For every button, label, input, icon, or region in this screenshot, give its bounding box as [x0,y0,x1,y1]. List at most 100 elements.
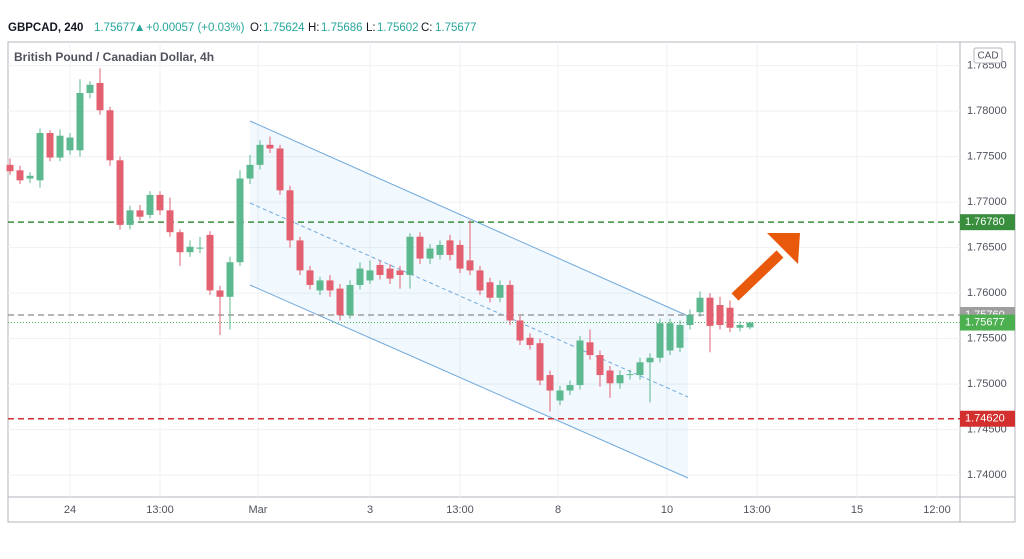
level-label: 1.76780 [965,216,1005,228]
candle-body [66,137,74,151]
ohlc-label: L: [366,22,376,34]
candle-body [526,337,534,346]
candle-body [116,160,124,225]
candle-body [606,370,614,384]
ohlc-value: 1.75677 [435,22,477,34]
ohlc-value: 1.75624 [263,22,305,34]
candle-body [556,390,564,401]
ohlc-value: 1.75686 [321,22,363,34]
candle-body [566,385,574,391]
candles [6,68,754,412]
candle-body [306,270,314,285]
candle-body [146,194,154,215]
currency-box [973,47,1003,64]
axes: 1.740001.745001.750001.755001.760001.765… [64,60,1015,516]
candle-body [6,164,14,172]
arrow [731,233,800,301]
candle-body [546,375,554,391]
channel-upper [249,120,689,317]
candle-body [36,133,44,181]
level-label: 1.74620 [965,413,1005,425]
x-tick-label: 13:00 [446,504,474,516]
last-price: 1.75677 [94,22,136,34]
candle-body [156,194,164,211]
candle-body [26,175,34,179]
candle-body [686,315,694,326]
candle-body [426,248,434,259]
candle-body [396,270,404,275]
currency: CAD [977,51,998,62]
level-label-box [960,314,1015,331]
candle-body [136,210,144,217]
y-tick-label: 1.77500 [967,151,1007,163]
arrow-shaft [731,250,784,301]
candle-body [536,343,544,381]
candle-body [226,262,234,297]
arrow-head [767,233,800,264]
candle-body [636,362,644,376]
candle-body [596,355,604,376]
candle-body [106,110,114,161]
candle-body [126,210,134,225]
x-tick-label: Mar [249,504,268,516]
candle-body [256,144,264,165]
candle-body [736,325,744,328]
grid [8,42,960,497]
candle-body [236,178,244,263]
x-tick-label: 24 [64,504,76,516]
candle-body [416,236,424,259]
chart-title: British Pound / Canadian Dollar, 4h [14,50,214,64]
candle-body [676,325,684,348]
candle-body [56,135,64,158]
channel [249,120,689,479]
level-label-box [960,214,1015,231]
candle-body [246,164,254,179]
y-tick-label: 1.76000 [967,287,1007,299]
x-tick-label: 12:00 [923,504,951,516]
candle-body [466,260,474,271]
candle-body [76,92,84,151]
ohlc-label: O: [250,22,262,34]
candle-body [406,236,414,275]
x-tick-label: 15 [851,504,863,516]
candle-body [436,244,444,255]
y-tick-label: 1.76500 [967,242,1007,254]
candle-body [486,282,494,298]
candle-body [196,247,204,249]
change: +0.00057 (+0.03%) [146,22,245,34]
candle-body [616,375,624,384]
y-tick-label: 1.75000 [967,378,1007,390]
candle-body [376,264,384,275]
candle-body [516,320,524,341]
candle-body [696,297,704,313]
candle-body [16,170,24,181]
chart-frame [7,41,1016,523]
candle-body [386,268,394,279]
candle-body [626,374,634,376]
x-tick-label: 3 [367,504,373,516]
candle-body [726,307,734,328]
ohlc-value: 1.75602 [377,22,419,34]
ohlc-label: C: [421,22,433,34]
candle-body [286,190,294,241]
y-tick-label: 1.78000 [967,105,1007,117]
x-tick-label: 10 [661,504,673,516]
candle-body [86,84,94,93]
y-tick-label: 1.75500 [967,333,1007,345]
candle-body [446,240,454,255]
candle-body [496,284,504,298]
candle-body [316,280,324,291]
candle-body [216,290,224,297]
candle-body [176,232,184,253]
candle-body [96,82,104,111]
symbol: GBPCAD, 240 [8,22,83,34]
change-arrow: ▲ [134,22,145,34]
x-tick-label: 13:00 [743,504,771,516]
x-tick-label: 13:00 [146,504,174,516]
candle-body [366,270,374,281]
candle-body [296,240,304,271]
candle-body [346,284,354,315]
candle-body [656,323,664,358]
candle-body [206,234,214,291]
